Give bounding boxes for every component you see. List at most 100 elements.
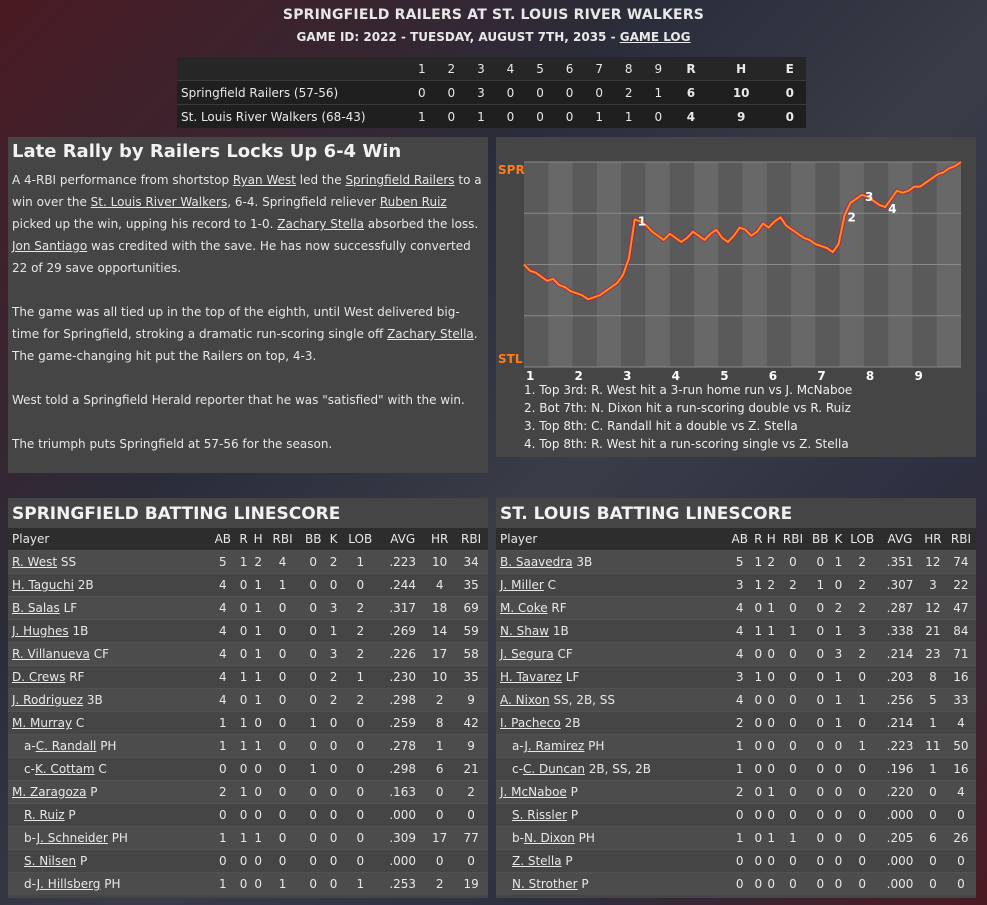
batting-stat-cell: 0 — [327, 734, 341, 758]
batting-player-link[interactable]: H. Tavarez — [500, 670, 562, 684]
batting-player-link[interactable]: J. Schneider — [36, 831, 108, 845]
batting-stat-cell: 3 — [727, 573, 753, 597]
inning-axis-label: 6 — [769, 369, 777, 381]
stlouis-batting-table: Player AB R H RBI BB K LOB AVG HR RBI B. Saavedra 3… — [496, 528, 976, 895]
batting-col-header: AB — [727, 528, 753, 551]
batting-stat-cell: 0 — [752, 849, 765, 873]
batting-player-link[interactable]: S. Rissler — [512, 808, 568, 822]
batting-header-row: Player AB R H RBI BB K LOB AVG HR RBI — [8, 528, 488, 551]
batting-player-link[interactable]: J. Hughes — [12, 624, 69, 638]
batting-player-link[interactable]: J. Miller — [500, 578, 544, 592]
batting-player-link[interactable]: J. Segura — [500, 647, 554, 661]
batting-stat-cell: 0 — [807, 849, 833, 873]
batting-stat-cell: 1 — [764, 596, 778, 620]
linescore-cell: 1 — [466, 104, 496, 128]
batting-stat-cell: 1 — [327, 619, 341, 643]
batting-player-link[interactable]: C. Randall — [35, 739, 97, 753]
story-text: A 4-RBI performance from shortstop — [12, 173, 233, 187]
batting-stat-cell: 1 — [844, 688, 881, 712]
batting-stat-cell: 0 — [832, 734, 845, 758]
linescore-cell: 0 — [495, 80, 526, 105]
story-player-link[interactable]: Ryan West — [232, 173, 296, 187]
batting-stat-cell: 0 — [265, 780, 300, 804]
batting-player-link[interactable]: R. Ruiz — [24, 808, 65, 822]
linescore-team-name: Springfield Railers (57-56) — [177, 80, 407, 105]
batting-stat-cell: 0 — [340, 826, 381, 850]
batting-player-link[interactable]: C. Duncan — [522, 762, 585, 776]
batting-stat-cell: 1 — [236, 550, 251, 574]
game-log-link[interactable]: GAME LOG — [619, 30, 691, 44]
batting-stat-cell: 14 — [425, 619, 455, 643]
batting-row: R. Ruiz P 0 0 0 0 0 0 0.000 0 0 — [8, 803, 488, 827]
batting-stat-cell: 1 — [209, 711, 237, 735]
batting-stat-cell: 2 — [340, 619, 381, 643]
batting-stat-cell: 0 — [265, 619, 300, 643]
batting-player-link[interactable]: D. Crews — [12, 670, 66, 684]
batting-stat-cell: 0 — [844, 849, 881, 873]
batting-player-link[interactable]: K. Cottam — [34, 762, 95, 776]
batting-stat-cell: 2 — [425, 872, 455, 895]
story-player-link[interactable]: St. Louis River Walkers — [90, 195, 228, 209]
batting-stat-cell: 1 — [764, 826, 778, 850]
batting-stat-cell: 0 — [340, 803, 381, 827]
story-text: , 6-4. Springfield reliever — [227, 195, 380, 209]
batting-order-prefix: d- — [24, 877, 37, 891]
batting-player-link[interactable]: N. Strother — [512, 877, 578, 891]
batting-player-link[interactable]: M. Coke — [500, 601, 548, 615]
batting-player-link[interactable]: J. McNaboe — [500, 785, 567, 799]
batting-stat-cell: 0 — [844, 757, 881, 781]
batting-stat-cell: 0 — [340, 734, 381, 758]
story-player-link[interactable]: Zachary Stella — [387, 327, 474, 341]
batting-player-link[interactable]: N. Shaw — [500, 624, 549, 638]
linescore-cell: 1 — [407, 104, 437, 128]
story-paragraph: West told a Springfield Herald reporter … — [12, 389, 486, 411]
batting-player-position: PH — [574, 831, 595, 845]
batting-stat-cell: 4 — [727, 642, 753, 666]
batting-stat-cell: 0 — [832, 872, 845, 895]
story-player-link[interactable]: Springfield Railers — [345, 173, 455, 187]
batting-player-link[interactable]: J. Hillsberg — [36, 877, 101, 891]
batting-stat-cell: 2 — [844, 550, 881, 574]
batting-player-link[interactable]: B. Saavedra — [500, 555, 573, 569]
batting-player-link[interactable]: J. Rodriguez — [12, 693, 84, 707]
batting-player-position: PH — [584, 739, 605, 753]
batting-player-link[interactable]: M. Zaragoza — [12, 785, 87, 799]
batting-stat-cell: 8 — [919, 665, 946, 689]
batting-player-link[interactable]: R. West — [12, 555, 58, 569]
batting-stat-cell: 4 — [209, 596, 237, 620]
batting-stat-cell: 0 — [340, 711, 381, 735]
batting-player-link[interactable]: S. Nilsen — [24, 854, 77, 868]
batting-stat-cell: 0 — [807, 803, 833, 827]
batting-player-link[interactable]: H. Taguchi — [12, 578, 74, 592]
batting-player-link[interactable]: A. Nixon — [500, 693, 550, 707]
linescore-team-name: St. Louis River Walkers (68-43) — [177, 104, 407, 128]
batting-stat-cell: 3 — [832, 642, 845, 666]
batting-player-link[interactable]: Z. Stella — [512, 854, 562, 868]
batting-stat-cell: 1 — [209, 734, 237, 758]
batting-stat-cell: 1 — [727, 826, 753, 850]
batting-player-cell: S. Nilsen P — [8, 849, 210, 873]
batting-stat-cell: 2 — [844, 596, 881, 620]
batting-stat-cell: 1 — [425, 734, 455, 758]
batting-stat-cell: 0 — [844, 711, 881, 735]
batting-player-cell: N. Strother P — [496, 872, 728, 895]
batting-stat-cell: 0 — [299, 665, 328, 689]
story-player-link[interactable]: Zachary Stella — [277, 217, 364, 231]
batting-player-link[interactable]: R. Villanueva — [12, 647, 90, 661]
batting-player-link[interactable]: N. Dixon — [523, 831, 575, 845]
batting-row: I. Pacheco 2B 2 0 0 0 0 1 0.214 1 4 — [496, 711, 976, 735]
batting-player-link[interactable]: M. Murray — [12, 716, 73, 730]
batting-order-prefix: c- — [512, 762, 523, 776]
batting-player-link[interactable]: I. Pacheco — [500, 716, 561, 730]
batting-player-position: 2B — [73, 578, 94, 592]
batting-stat-cell: 0 — [832, 780, 845, 804]
batting-player-link[interactable]: B. Salas — [12, 601, 60, 615]
linescore-cell: 4 — [673, 104, 709, 128]
story-player-link[interactable]: Jon Santiago — [12, 239, 88, 253]
batting-stat-cell: 0 — [945, 849, 976, 873]
batting-player-cell: J. Miller C — [496, 573, 728, 597]
story-player-link[interactable]: Ruben Ruiz — [379, 195, 447, 209]
batting-stat-cell: 0 — [807, 665, 833, 689]
batting-stat-cell: 0 — [250, 757, 266, 781]
batting-player-link[interactable]: J. Ramirez — [524, 739, 585, 753]
